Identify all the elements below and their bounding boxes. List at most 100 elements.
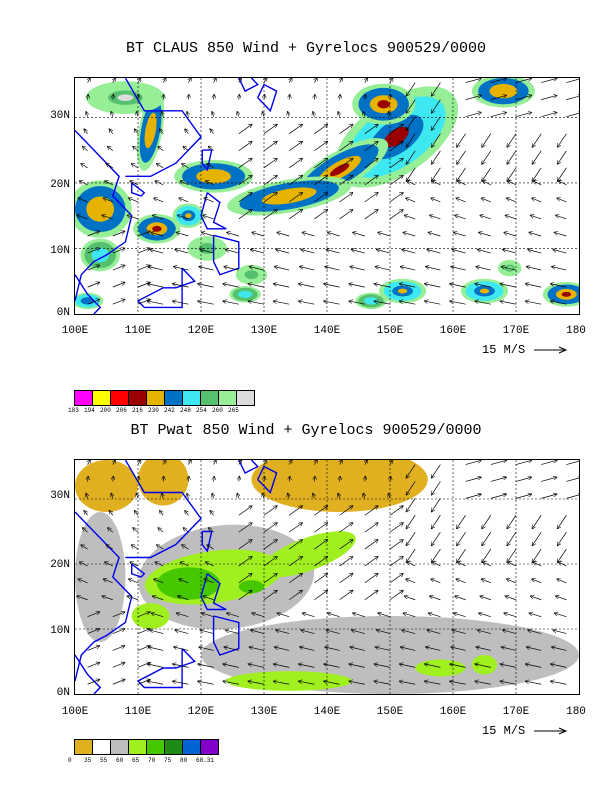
wind-vector [127, 596, 139, 601]
wind-vector [465, 477, 481, 482]
wind-vector [276, 630, 290, 634]
wind-vector [314, 78, 317, 83]
wind-vector [400, 284, 416, 288]
wind-vector [406, 498, 416, 511]
wind-vector [106, 164, 113, 169]
wind-vector [401, 267, 416, 271]
wind-vector [87, 265, 100, 271]
wind-vector [314, 159, 327, 169]
wind-vector [288, 493, 290, 499]
wind-vector [427, 630, 441, 634]
wind-vector [374, 681, 391, 685]
wind-vector [178, 596, 189, 601]
wind-vector [314, 557, 327, 567]
wind-vector [378, 232, 391, 237]
wind-vector [138, 476, 139, 482]
wind-vector [406, 82, 416, 96]
wind-vector [276, 250, 290, 254]
wind-vector [350, 267, 365, 271]
xtick-120e-bottom: 120E [187, 706, 215, 718]
wind-vector [432, 498, 441, 511]
wind-vector [263, 210, 277, 220]
wind-vector [180, 181, 189, 186]
wind-vector [479, 232, 491, 237]
wind-vector [153, 596, 164, 601]
wind-vector [532, 150, 542, 164]
wind-vector [426, 267, 441, 271]
wind-vector [339, 193, 353, 203]
wind-vector [263, 574, 277, 584]
wind-vector [149, 267, 164, 271]
wind-vector [558, 133, 567, 147]
wind-vector [264, 95, 265, 100]
wind-vector [173, 301, 189, 305]
colorbar-label-2: 200 [100, 407, 111, 414]
wind-vector [532, 579, 542, 584]
colorbar-label-9: 260 [212, 407, 223, 414]
wind-vector [558, 548, 567, 562]
wind-vector [340, 95, 341, 100]
wind-vector [406, 481, 416, 494]
wind-vector [227, 232, 239, 237]
wind-vector [432, 464, 441, 478]
colorbar-label-7: 80 [180, 757, 188, 764]
colorbar-swatch-5 [164, 390, 183, 406]
vector-scale-bottom: 15 M/S [482, 724, 568, 738]
wind-vector [136, 112, 138, 117]
wind-vector [87, 248, 100, 254]
wind-vector [237, 493, 239, 499]
wind-vector [137, 646, 150, 651]
wind-vector [138, 95, 139, 100]
wind-vector [541, 95, 556, 100]
colorbar-label-4: 65 [132, 757, 140, 764]
wind-vector [288, 540, 302, 550]
wind-vector [482, 531, 492, 545]
wind-vector [401, 647, 416, 651]
colorbar-label-8: 68.31 [196, 757, 215, 764]
wind-vector [210, 129, 213, 134]
wind-vector [388, 112, 390, 117]
chart-title-bottom: BT Pwat 850 Wind + Gyrelocs 900529/0000 [130, 422, 482, 439]
wind-vector [131, 545, 139, 550]
wind-vector [274, 681, 290, 685]
wind-vector [212, 112, 214, 117]
wind-vector [532, 198, 542, 203]
wind-vector [532, 515, 542, 528]
wind-vector [349, 681, 365, 685]
wind-vector [277, 613, 290, 617]
xtick-130e-bottom: 130E [250, 706, 278, 718]
wind-vector [475, 681, 491, 685]
wind-vector [288, 112, 290, 117]
wind-vector [179, 579, 189, 584]
wind-vector [339, 176, 353, 186]
wind-vector [188, 476, 189, 482]
wind-vector [431, 579, 441, 584]
wind-vector [529, 613, 542, 617]
wind-vector [275, 647, 290, 651]
wind-vector [288, 159, 302, 169]
wind-vector [480, 596, 491, 601]
wind-vector [503, 630, 517, 634]
wind-vector [403, 613, 416, 617]
wind-vector [157, 545, 164, 550]
wind-vector [264, 476, 265, 482]
wind-vector [288, 210, 302, 220]
wind-vector [454, 232, 466, 237]
plot-canvas [75, 78, 579, 314]
shaded-region-1-3 [329, 163, 350, 177]
wind-vector [526, 284, 542, 288]
wind-vector [457, 515, 466, 528]
wind-vector [515, 477, 531, 482]
wind-vector [209, 528, 214, 533]
wind-vector [289, 95, 290, 100]
wind-vector [339, 124, 353, 135]
wind-vector [364, 523, 378, 533]
wind-vector [455, 596, 466, 601]
wind-vector [263, 557, 277, 567]
wind-vector [406, 464, 416, 478]
wind-vector [289, 476, 290, 482]
coastline-1 [124, 78, 202, 178]
wind-vector [541, 460, 556, 465]
wind-vector [300, 267, 315, 271]
wind-vector [238, 176, 252, 186]
